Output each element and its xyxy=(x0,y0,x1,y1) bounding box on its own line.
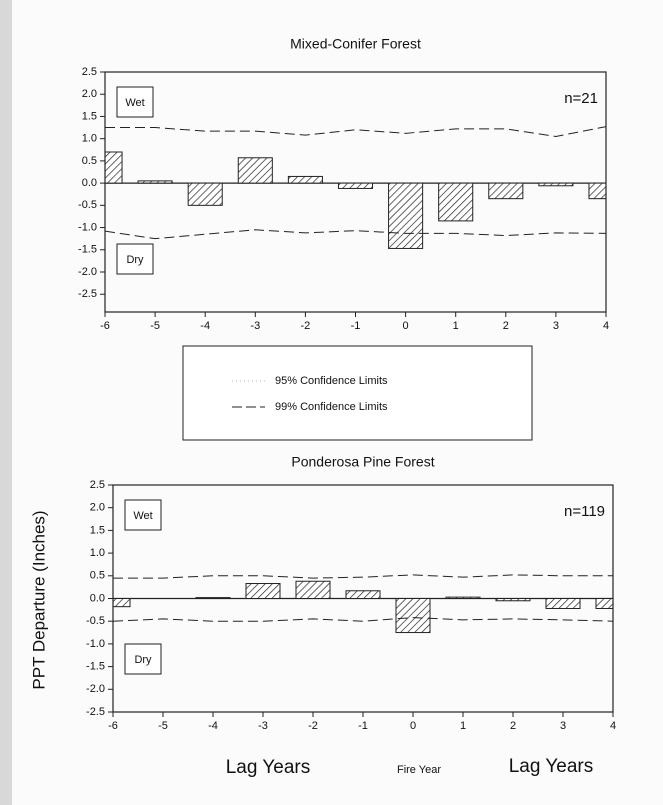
confidence-limit-99 xyxy=(105,126,606,137)
y-axis-label: PPT Departure (Inches) xyxy=(29,510,48,689)
scan-edge xyxy=(0,0,12,805)
bar xyxy=(245,583,281,600)
x-axis-label: Fire Year xyxy=(397,764,441,776)
bar xyxy=(345,590,381,599)
x-tick-label: 0 xyxy=(410,720,416,732)
bar xyxy=(445,596,481,600)
x-tick-label: 4 xyxy=(610,720,616,732)
x-tick-label: 1 xyxy=(453,320,459,332)
x-tick-label: -3 xyxy=(250,320,260,332)
bar xyxy=(187,182,223,206)
dry-label: Dry xyxy=(126,254,144,266)
n-label: n=119 xyxy=(564,503,605,520)
y-tick-label: -2.5 xyxy=(86,706,105,718)
y-tick-label: 0.5 xyxy=(82,155,97,167)
bar xyxy=(295,580,331,599)
plot-area xyxy=(113,574,613,634)
legend-label: 99% Confidence Limits xyxy=(275,401,388,413)
x-axis-label: Lag Years xyxy=(226,757,311,778)
x-tick-label: -4 xyxy=(208,720,218,732)
dry-box xyxy=(116,243,154,275)
bar xyxy=(438,182,474,222)
bar xyxy=(588,182,606,200)
confidence-limit-99 xyxy=(113,574,613,579)
y-tick-label: 2.5 xyxy=(82,66,97,78)
x-tick-label: 2 xyxy=(510,720,516,732)
bar xyxy=(113,598,131,608)
y-tick-label: 2.0 xyxy=(90,502,105,514)
x-tick-label: 4 xyxy=(603,320,609,332)
bar xyxy=(137,180,173,184)
y-tick-label: -1.5 xyxy=(78,244,97,256)
bar xyxy=(488,182,524,200)
plot-area xyxy=(105,126,606,249)
x-tick-label: 1 xyxy=(460,720,466,732)
y-tick-label: 1.0 xyxy=(90,547,105,559)
dry-label: Dry xyxy=(134,654,152,666)
bar xyxy=(287,175,323,184)
x-tick-label: 3 xyxy=(553,320,559,332)
y-tick-label: -2.0 xyxy=(86,683,105,695)
x-tick-label: -4 xyxy=(200,320,210,332)
y-tick-label: -1.0 xyxy=(78,221,97,233)
bar xyxy=(237,157,273,184)
bar xyxy=(395,598,431,634)
confidence-limit-99 xyxy=(113,617,613,622)
y-tick-label: 2.0 xyxy=(82,88,97,100)
x-tick-label: -3 xyxy=(258,720,268,732)
y-tick-label: -2.0 xyxy=(78,266,97,278)
y-tick-label: 0.0 xyxy=(90,592,105,604)
plot-frame xyxy=(112,484,614,713)
x-tick-label: -1 xyxy=(358,720,368,732)
y-tick-label: 1.5 xyxy=(90,524,105,536)
y-tick-label: -0.5 xyxy=(86,615,105,627)
y-tick-label: -2.5 xyxy=(78,288,97,300)
x-tick-label: -5 xyxy=(150,320,160,332)
legend-box xyxy=(182,345,533,441)
plot-frame xyxy=(104,71,607,313)
y-tick-label: -0.5 xyxy=(78,199,97,211)
bar xyxy=(388,182,424,249)
y-tick-label: 2.5 xyxy=(90,479,105,491)
x-tick-label: -2 xyxy=(308,720,318,732)
dry-box xyxy=(124,643,162,675)
bar xyxy=(545,598,581,609)
wet-label: Wet xyxy=(125,97,144,109)
chart-title: Ponderosa Pine Forest xyxy=(291,454,434,470)
wet-label: Wet xyxy=(133,510,152,522)
y-tick-label: 1.5 xyxy=(82,110,97,122)
n-label: n=21 xyxy=(564,90,598,107)
bar xyxy=(595,598,613,609)
x-tick-label: -1 xyxy=(351,320,361,332)
bar xyxy=(538,182,574,187)
y-tick-label: 1.0 xyxy=(82,133,97,145)
x-axis-label: Lag Years xyxy=(509,756,594,777)
bar xyxy=(195,597,231,599)
legend-label: 95% Confidence Limits xyxy=(275,375,388,387)
x-tick-label: -5 xyxy=(158,720,168,732)
y-tick-label: -1.0 xyxy=(86,638,105,650)
wet-box xyxy=(116,86,154,118)
x-tick-label: -6 xyxy=(108,720,118,732)
y-tick-label: 0.5 xyxy=(90,570,105,582)
x-tick-label: 2 xyxy=(503,320,509,332)
bar xyxy=(337,182,374,189)
y-tick-label: -1.5 xyxy=(86,661,105,673)
y-tick-label: 0.0 xyxy=(82,177,97,189)
x-tick-label: -2 xyxy=(301,320,311,332)
wet-box xyxy=(124,499,162,531)
chart-title: Mixed-Conifer Forest xyxy=(290,36,421,52)
x-tick-label: 3 xyxy=(560,720,566,732)
confidence-limit-99 xyxy=(105,229,606,240)
bar xyxy=(495,598,531,602)
x-tick-label: 0 xyxy=(403,320,409,332)
x-tick-label: -6 xyxy=(100,320,110,332)
